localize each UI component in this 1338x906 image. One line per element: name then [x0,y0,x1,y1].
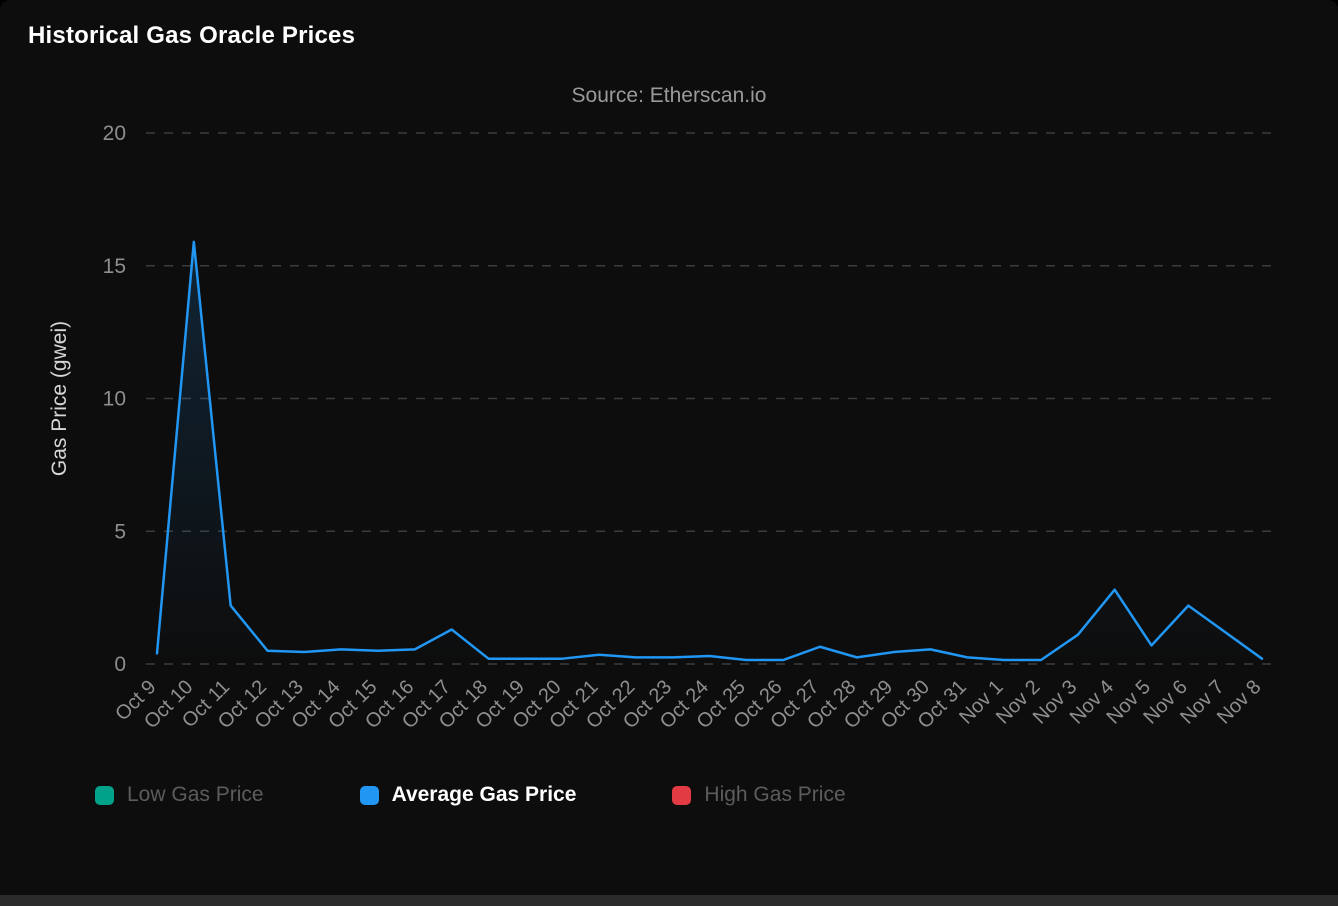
legend-label: High Gas Price [704,783,846,806]
chart-title: Historical Gas Oracle Prices [28,22,356,49]
y-gridlines [146,132,1273,665]
legend-label: Low Gas Price [127,783,264,806]
legend-swatch-icon [359,785,379,805]
legend-item-low-gas-price[interactable]: Low Gas Price [95,783,264,807]
legend-swatch-icon [95,785,114,805]
svg-text:15: 15 [103,255,126,278]
svg-text:10: 10 [103,388,126,411]
chart-legend: Low Gas Price Average Gas Price High Gas P… [95,783,846,807]
y-axis-title: Gas Price (gwei) [48,321,71,476]
legend-swatch-icon [672,785,692,805]
svg-text:20: 20 [103,122,126,145]
chart-subtitle: Source: Etherscan.io [571,84,767,107]
window-bottom-edge [0,895,1338,906]
svg-text:0: 0 [114,653,126,676]
y-axis-labels: 0 5 10 15 20 [103,122,126,676]
legend-item-high-gas-price[interactable]: High Gas Price [672,783,846,807]
legend-label: Average Gas Price [391,783,577,806]
series-line-average-gas-price [155,240,1264,662]
legend-item-average-gas-price[interactable]: Average Gas Price [359,783,577,807]
svg-text:5: 5 [114,520,126,543]
series-area [157,241,1262,665]
